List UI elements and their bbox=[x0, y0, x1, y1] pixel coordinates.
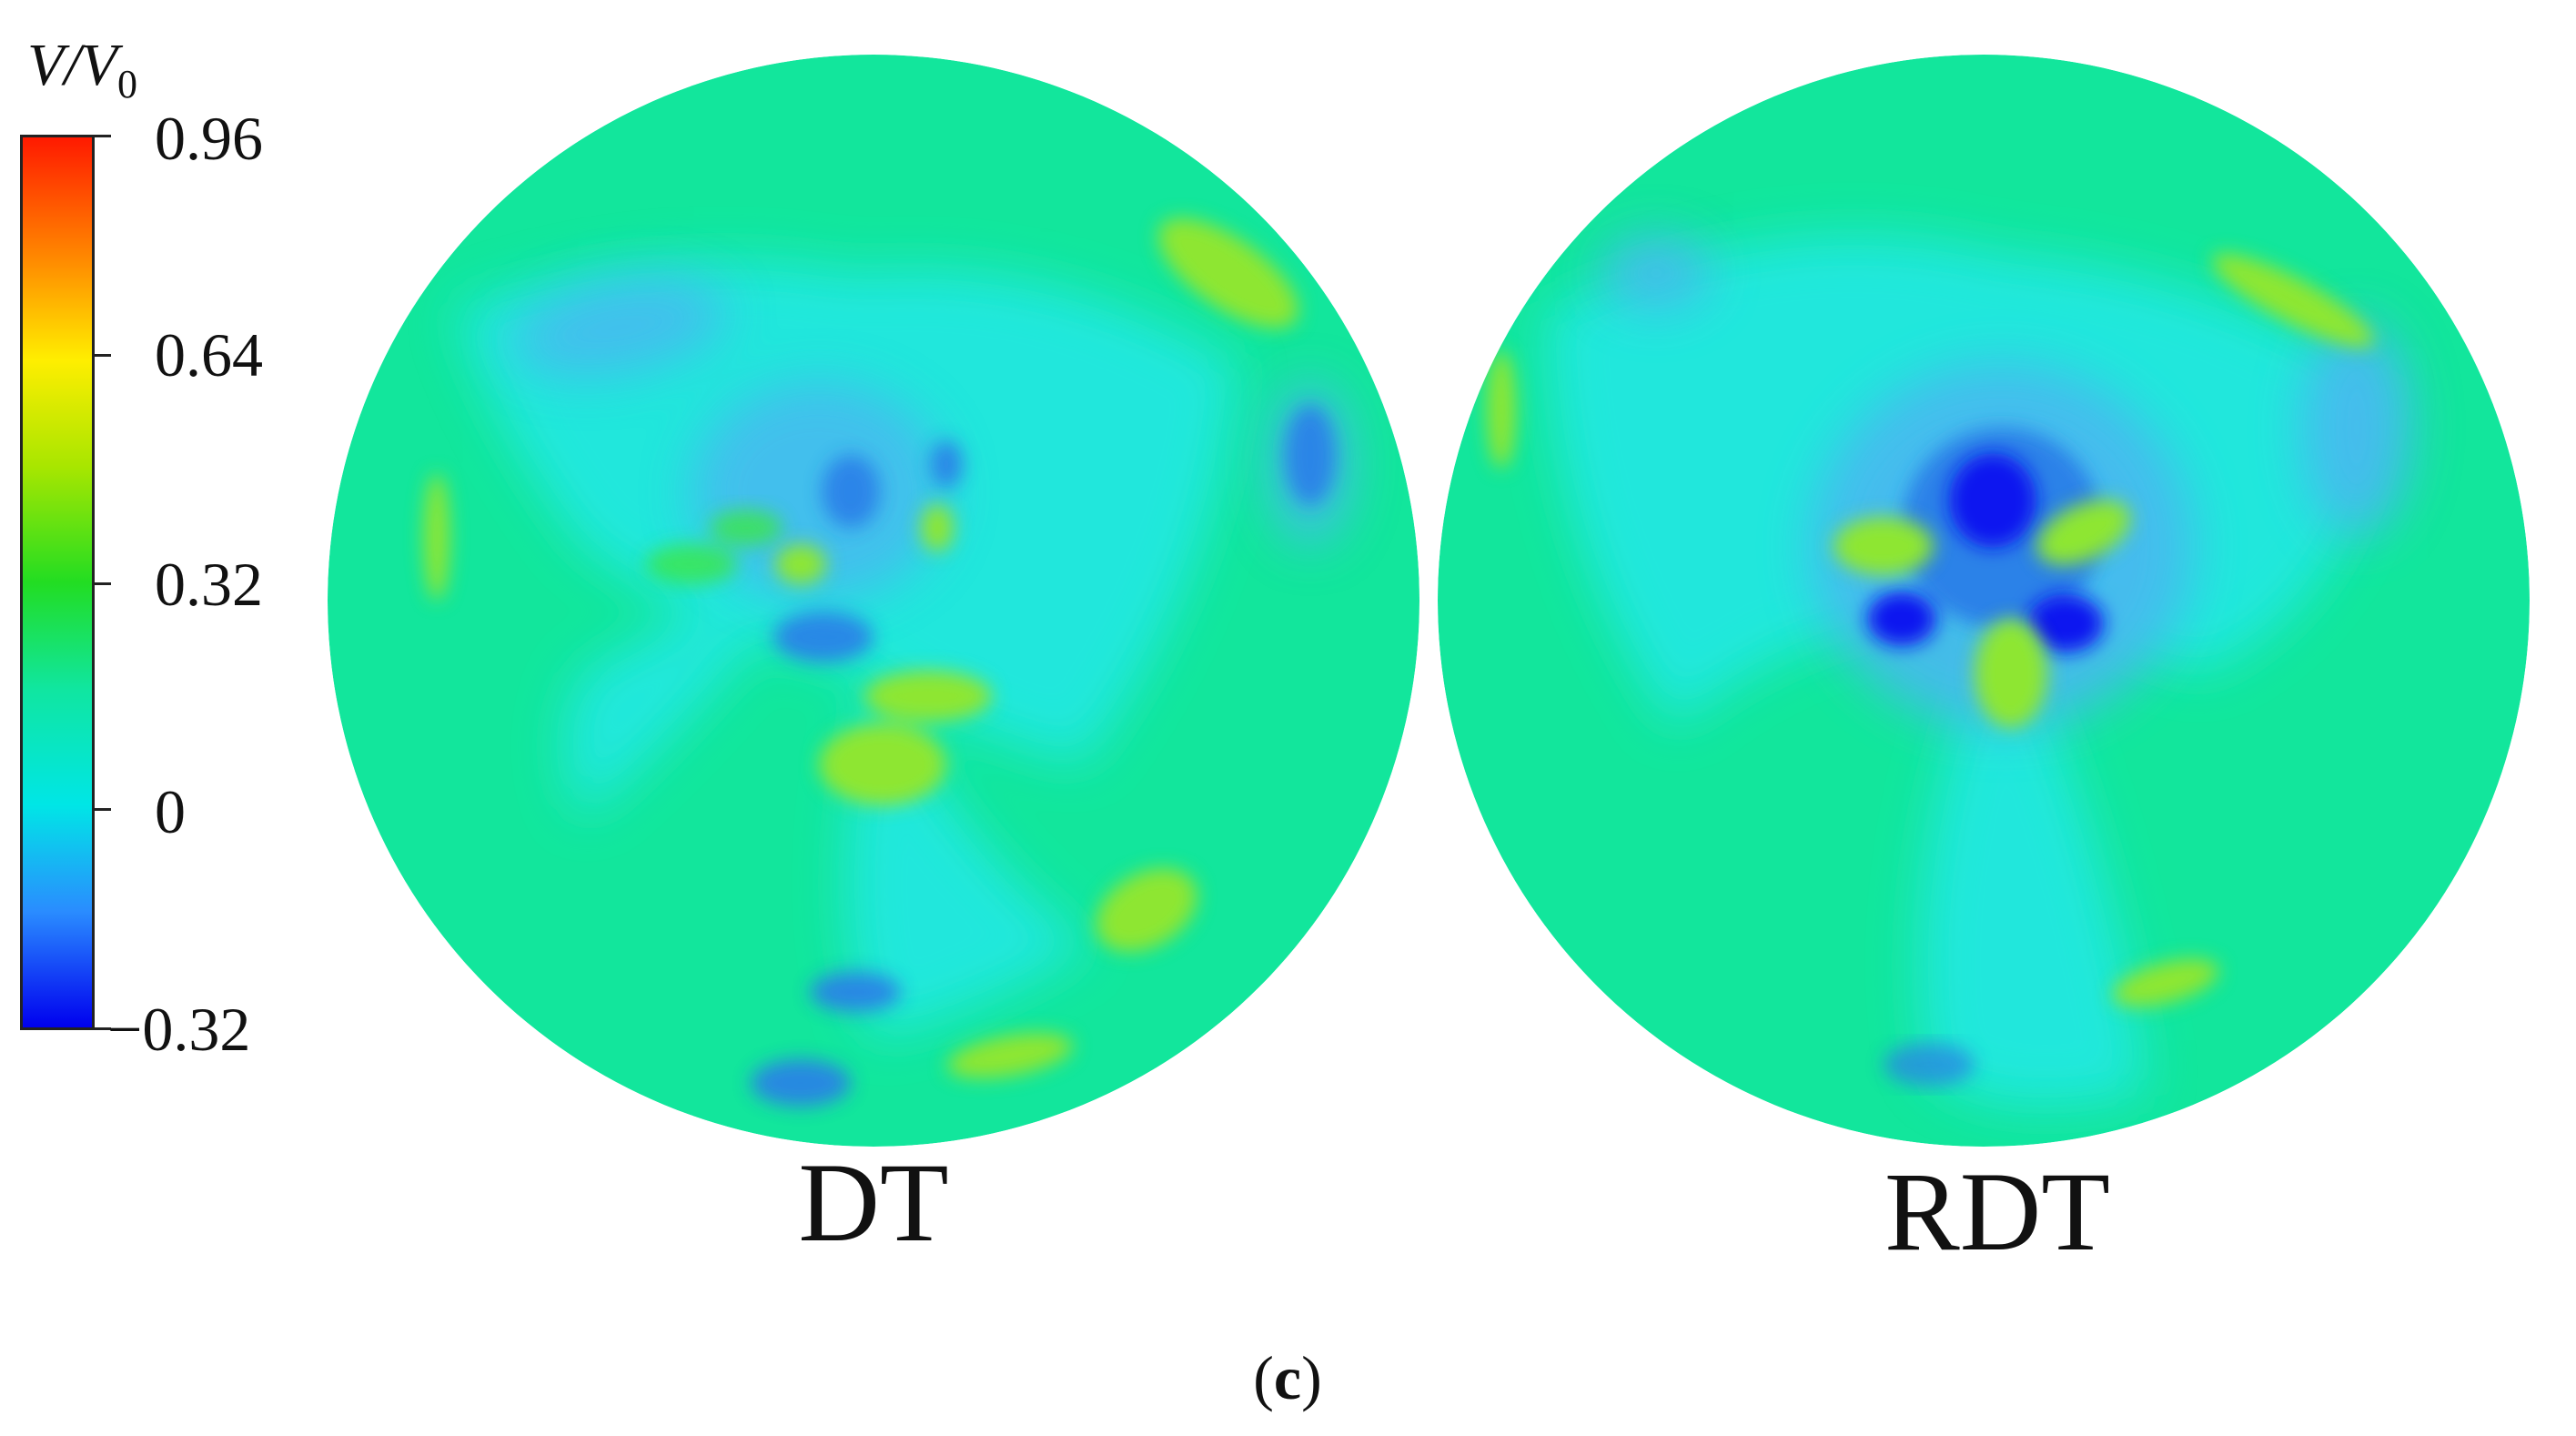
colorbar-tick bbox=[95, 808, 111, 811]
colorbar-tick bbox=[95, 135, 111, 137]
contour-disk-rdt bbox=[1438, 55, 2530, 1147]
colorbar-title-var: V bbox=[27, 32, 65, 98]
colorbar-tick bbox=[95, 1027, 111, 1030]
colorbar-title-ref: V bbox=[80, 32, 117, 98]
colorbar-tick-label: 0.64 bbox=[155, 320, 263, 389]
colorbar-tick-label: 0.96 bbox=[155, 104, 263, 173]
colorbar-title: V/V0 bbox=[27, 32, 137, 107]
panel-label-rdt: RDT bbox=[1884, 1149, 2110, 1274]
contour-panel-rdt bbox=[1419, 36, 2548, 1165]
colorbar-tick-label: 0.32 bbox=[155, 550, 263, 619]
colorbar-tick-label: 0 bbox=[155, 777, 186, 846]
colorbar-title-sub: 0 bbox=[117, 62, 137, 107]
caption-open: ( bbox=[1253, 1343, 1274, 1412]
caption-letter: c bbox=[1273, 1343, 1302, 1412]
panel-label-dt: DT bbox=[798, 1140, 949, 1265]
colorbar bbox=[20, 135, 95, 1030]
figure-caption: (c) bbox=[1197, 1347, 1379, 1409]
contour-disk-dt bbox=[328, 55, 1419, 1147]
colorbar-tick-label: −0.32 bbox=[107, 995, 251, 1064]
caption-close: ) bbox=[1301, 1343, 1322, 1412]
colorbar-tick bbox=[95, 354, 111, 357]
contour-panel-dt bbox=[309, 36, 1438, 1165]
colorbar-tick bbox=[95, 582, 111, 585]
